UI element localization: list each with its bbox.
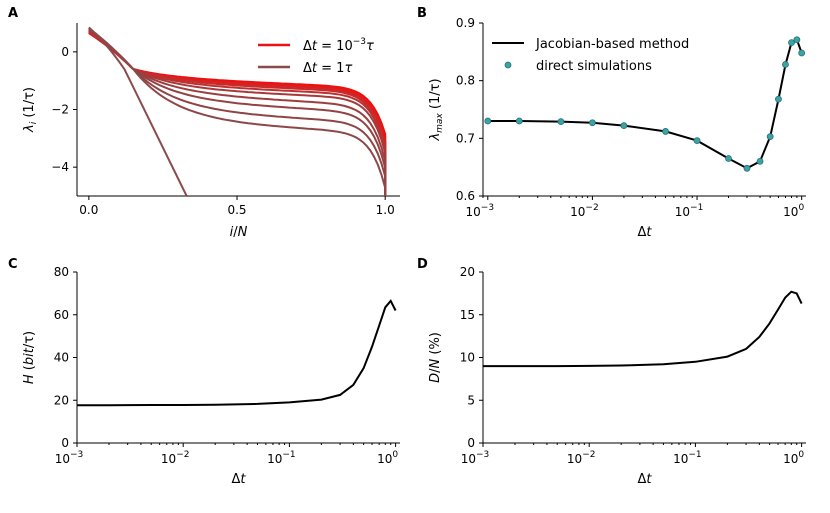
panel-b-y-tick-label: 0.7 — [456, 131, 475, 145]
panel-b-y-tick-label: 0.6 — [456, 189, 475, 203]
spectrum-line — [88, 31, 387, 196]
panel-d-x-tick-label: 100 — [783, 450, 804, 466]
panel-c-y-tick-label: 40 — [54, 351, 69, 365]
panel-c-x-tick-label: 10−1 — [267, 450, 296, 466]
panel-c-plot-area — [77, 299, 397, 407]
panel-d-y-label: D/N (%) — [428, 332, 443, 383]
panel-b: B 10−3 10−2 10−1 100 0.6 0.7 0.8 0.9 Δt λmax (1/τ)… — [417, 6, 806, 240]
data-point — [693, 137, 701, 145]
panel-c-x-tick-label: 10−2 — [161, 450, 190, 466]
panel-b-y-label: λmax (1/τ) — [428, 78, 445, 141]
panel-b-y-tick-label: 0.9 — [456, 16, 475, 30]
spectrum-line — [88, 31, 387, 196]
steep-spectrum-line — [88, 26, 188, 196]
panel-d-x-tick-label: 10−1 — [673, 450, 702, 466]
panel-d-y-tick-label: 20 — [460, 265, 475, 279]
panel-b-plot-area — [484, 36, 806, 172]
panel-c-x-tick-label: 100 — [377, 450, 398, 466]
panel-b-x-tick-label: 10−1 — [675, 203, 704, 219]
panel-d-x-tick-label: 10−2 — [567, 450, 596, 466]
spectrum-line — [88, 28, 387, 196]
data-point — [775, 95, 782, 103]
spectrum-line — [88, 28, 387, 196]
panel-a-y-tick-label: −4 — [51, 160, 69, 174]
data-point — [725, 155, 732, 162]
panel-a-label: A — [8, 6, 18, 21]
panel-a-x-tick-label: 0.0 — [79, 203, 98, 217]
panel-b-y-tick-label: 0.8 — [456, 74, 475, 88]
legend-label: Jacobian-based method — [535, 37, 689, 52]
panel-c-y-tick-label: 60 — [54, 308, 69, 322]
legend-label: direct simulations — [536, 59, 652, 74]
data-point — [557, 118, 565, 126]
panel-d-plot-area — [483, 290, 803, 368]
data-point — [662, 128, 669, 135]
panel-a-x-label: i/N — [230, 225, 248, 240]
data-point — [743, 164, 751, 172]
panel-c-y-tick-label: 80 — [54, 265, 69, 279]
legend-label: Δt = 10−3τ — [303, 37, 374, 54]
series-line — [487, 38, 803, 170]
panel-a: A 0.0 0.5 1.0 0 −2 −4 i/N λi (1/τ) Δt = 10−3τ Δt =… — [8, 6, 400, 240]
panel-d-y-tick-label: 15 — [460, 308, 475, 322]
data-point — [515, 117, 523, 125]
panel-a-y-tick-label: −2 — [51, 103, 69, 117]
data-point — [788, 39, 795, 47]
spectrum-line — [88, 30, 387, 196]
spectrum-line — [88, 27, 387, 196]
panel-d-x-label: Δt — [637, 472, 652, 487]
data-point — [620, 122, 628, 130]
panel-c-y-tick-label: 20 — [54, 393, 69, 407]
legend-marker — [504, 61, 512, 69]
panel-d-y-tick-label: 0 — [467, 436, 475, 450]
data-point — [484, 117, 492, 125]
panel-b-x-tick-label: 100 — [783, 203, 804, 219]
spectrum-line — [88, 32, 387, 196]
data-point — [766, 133, 774, 141]
panel-c: C 10−3 10−2 10−1 100 0 20 40 60 80 Δt H (bit/τ) — [8, 257, 400, 487]
spectrum-line — [88, 30, 387, 196]
panel-d-y-tick-label: 5 — [467, 393, 475, 407]
panel-a-plot-area — [88, 26, 387, 196]
panel-c-x-label: Δt — [231, 472, 246, 487]
panel-d: D 10−3 10−2 10−1 100 0 5 10 15 20 Δt D/N (%) — [417, 257, 806, 487]
series-line — [77, 299, 397, 407]
panel-d-label: D — [417, 257, 428, 272]
data-point — [798, 49, 806, 57]
panel-a-x-tick-label: 0.5 — [227, 203, 246, 217]
series-line — [483, 290, 803, 368]
data-point — [782, 61, 789, 68]
panel-a-y-label: λi (1/τ) — [22, 87, 39, 133]
panel-d-y-tick-label: 10 — [460, 351, 475, 365]
legend-label: Δt = 1τ — [303, 61, 352, 76]
panel-d-x-tick-label: 10−3 — [461, 450, 490, 466]
panel-c-y-tick-label: 0 — [61, 436, 69, 450]
panel-a-x-tick-label: 1.0 — [376, 203, 395, 217]
data-point — [589, 119, 596, 127]
panel-c-label: C — [8, 257, 18, 272]
spectrum-line — [88, 29, 387, 196]
panel-b-x-tick-label: 10−3 — [466, 203, 495, 219]
spectrum-line — [88, 31, 387, 196]
panel-c-x-tick-label: 10−3 — [55, 450, 84, 466]
data-point — [793, 36, 801, 44]
panel-a-y-tick-label: 0 — [61, 45, 69, 59]
panel-b-x-label: Δt — [637, 225, 652, 240]
panel-c-y-label: H (bit/τ) — [22, 331, 37, 384]
data-point — [756, 157, 764, 165]
panel-b-x-tick-label: 10−2 — [570, 203, 599, 219]
spectrum-line — [88, 29, 387, 196]
panel-b-label: B — [417, 6, 427, 21]
